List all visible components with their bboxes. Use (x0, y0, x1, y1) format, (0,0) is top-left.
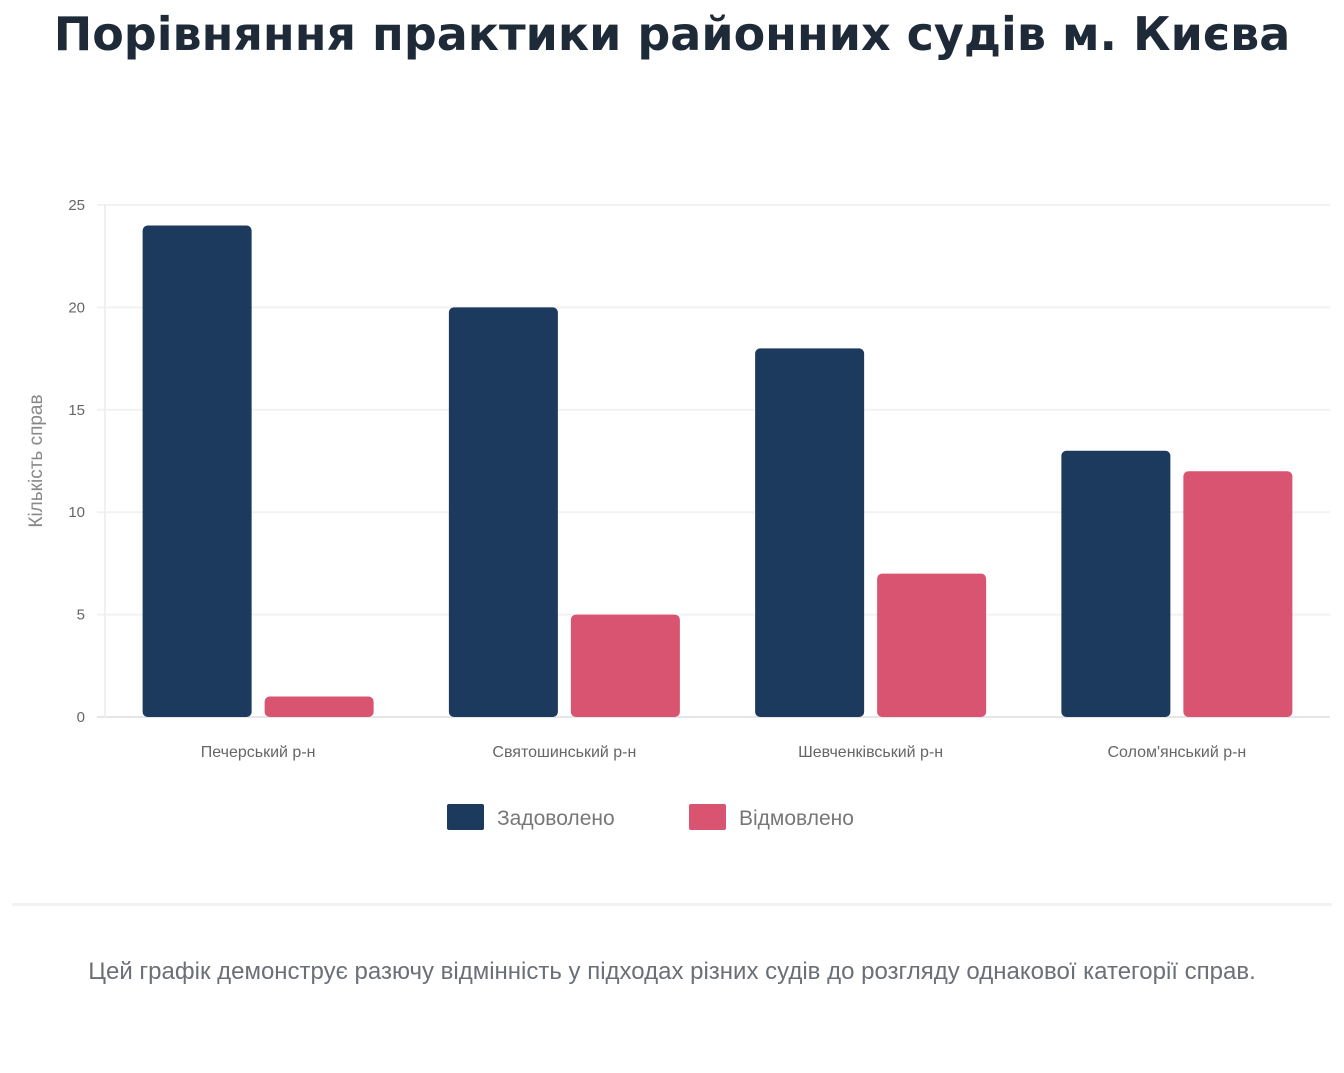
bar-chart: 0 5 10 15 20 25 Кількість справ Печерський р-н С… (26, 197, 1330, 830)
y-tick-label: 15 (68, 402, 85, 419)
legend-swatch (689, 804, 726, 830)
y-tick-label: 5 (77, 607, 85, 624)
divider (12, 903, 1332, 906)
y-axis-label: Кількість справ (26, 394, 47, 527)
x-tick-label: Шевченківський р-н (798, 744, 943, 761)
legend-label: Задоволено (497, 807, 615, 830)
bar-satisfied (1061, 450, 1171, 717)
bar-refused (570, 614, 680, 717)
chart-title: Порівняння практики районних судів м. Ки… (53, 7, 1291, 61)
bar-satisfied (142, 225, 252, 718)
bar-refused (264, 696, 374, 717)
y-tick-label: 25 (68, 197, 85, 214)
y-tick-label: 20 (68, 299, 85, 316)
y-tick-label: 10 (68, 504, 85, 521)
chart-caption: Цей графік демонструє разючу відмінність… (88, 958, 1256, 985)
bar-refused (877, 573, 987, 717)
y-tick-label: 0 (77, 709, 85, 726)
bar-satisfied (755, 348, 865, 717)
legend-swatch (447, 804, 484, 830)
legend-label: Відмовлено (739, 807, 854, 830)
x-tick-label: Печерський р-н (201, 744, 316, 761)
bar-satisfied (448, 307, 558, 717)
bar-refused (1183, 471, 1293, 717)
x-tick-label: Солом'янський р-н (1107, 744, 1246, 761)
x-tick-label: Святошинський р-н (492, 744, 636, 761)
